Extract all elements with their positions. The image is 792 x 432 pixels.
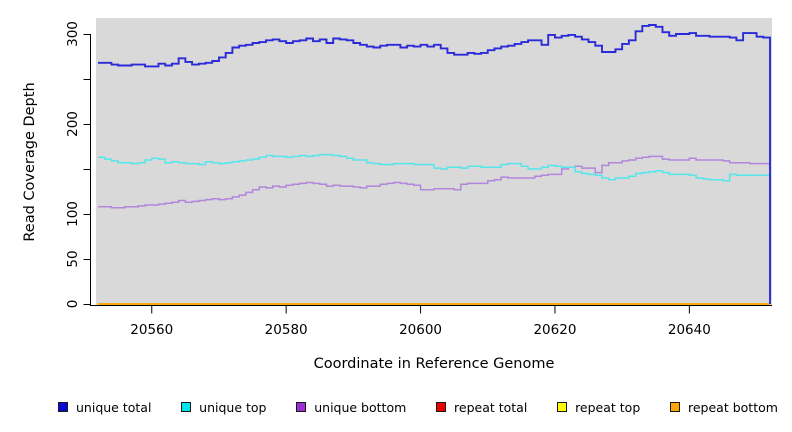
y-tick-label: 300 (65, 21, 81, 47)
legend-swatch-unique-bottom (296, 402, 307, 412)
y-tick-label: 50 (65, 250, 81, 267)
x-tick-label: 20580 (265, 322, 308, 338)
legend-swatch-unique-total (58, 402, 68, 412)
legend-label: unique total (76, 399, 152, 415)
legend-item-unique-bottom: unique bottom (296, 400, 406, 415)
legend-label: repeat total (454, 399, 528, 415)
legend-swatch-repeat-top (557, 402, 568, 412)
x-tick-label: 20640 (668, 322, 711, 338)
legend-swatch-repeat-bottom (670, 402, 680, 412)
y-tick-label: 0 (65, 300, 81, 309)
legend: unique total unique top unique bottom repea… (0, 396, 792, 418)
legend-swatch-repeat-total (436, 402, 447, 412)
legend-item-repeat-total: repeat total (436, 400, 527, 415)
legend-label: repeat bottom (688, 399, 778, 415)
legend-swatch-unique-top (181, 402, 192, 412)
legend-label: unique bottom (314, 399, 407, 415)
series-line-unique-bottom (98, 155, 770, 209)
legend-item-repeat-top: repeat top (557, 400, 640, 415)
x-tick-label: 20560 (130, 322, 173, 338)
legend-item-unique-total: unique total (58, 400, 151, 415)
x-axis-title: Coordinate in Reference Genome (313, 356, 555, 372)
y-tick-label: 100 (65, 201, 81, 227)
y-tick-label: 200 (65, 111, 81, 137)
legend-item-unique-top: unique top (181, 400, 266, 415)
x-tick-label: 20600 (399, 322, 442, 338)
legend-label: repeat top (575, 399, 641, 415)
series-line-unique-top (98, 153, 770, 182)
legend-item-repeat-bottom: repeat bottom (670, 400, 778, 415)
plot-panel (96, 18, 772, 305)
y-axis-title: Read Coverage Depth (22, 82, 38, 242)
x-tick-label: 20620 (533, 322, 576, 338)
legend-label: unique top (199, 399, 267, 415)
series-line-unique-total (98, 24, 771, 304)
